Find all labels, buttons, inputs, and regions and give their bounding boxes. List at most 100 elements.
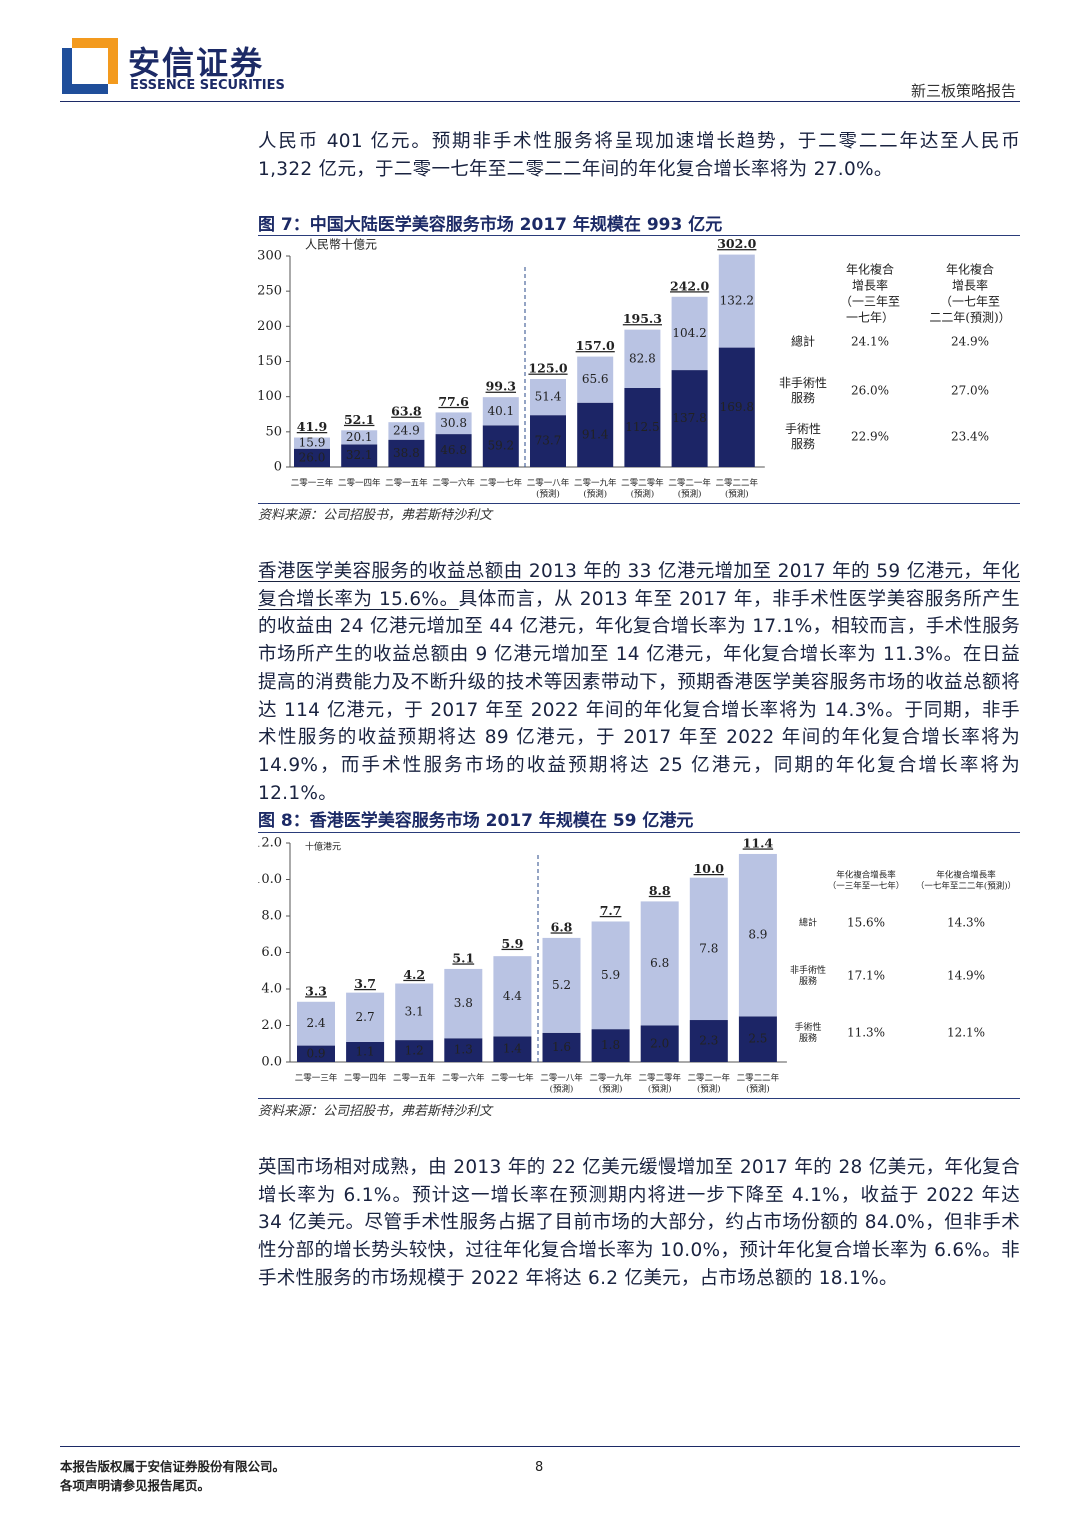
bar-segment	[640, 1025, 679, 1062]
table-header: 年化複合	[846, 262, 894, 277]
table-header: 年化複合	[946, 262, 994, 277]
bar-segment	[435, 412, 472, 435]
y-tick-label: 0.0	[261, 1055, 282, 1070]
total-label: 4.2	[403, 967, 425, 982]
table-cell: 15.6%	[847, 916, 885, 930]
table-cell: 24.9%	[951, 335, 989, 349]
table-cell: 17.1%	[847, 969, 885, 983]
figure-rule	[258, 503, 1020, 504]
report-type: 新三板策略报告	[910, 82, 1016, 100]
bar-segment	[671, 370, 708, 467]
table-header: 增長率	[952, 278, 988, 293]
bar-segment	[482, 425, 519, 467]
value-label: 30.8	[440, 416, 467, 430]
bar-segment	[671, 296, 708, 371]
logo-en: ESSENCE SECURITIES	[130, 78, 285, 93]
value-label: 2.7	[356, 1010, 375, 1024]
bar-segment	[530, 415, 566, 467]
value-label: 24.9	[393, 423, 420, 437]
y-tick-label: 200	[258, 319, 282, 334]
total-label: 11.4	[743, 835, 774, 850]
x-tick-label: 二零一九年	[574, 478, 617, 489]
bar-segment	[624, 329, 661, 388]
unit-label: 人民幣十億元	[305, 238, 377, 252]
bar-segment	[346, 992, 385, 1042]
value-label: 1.6	[552, 1040, 571, 1054]
bar-segment	[388, 439, 425, 467]
figure-title: 图 8：香港医学美容服务市场 2017 年规模在 59 亿港元	[258, 811, 694, 831]
value-label: 15.9	[299, 436, 326, 450]
value-label: 91.4	[582, 427, 609, 441]
total-label: 5.9	[502, 936, 524, 951]
total-label: 3.7	[354, 976, 376, 991]
total-label: 302.0	[717, 236, 756, 251]
value-label: 1.1	[356, 1044, 375, 1058]
value-label: 38.8	[393, 446, 420, 460]
figure-rule	[258, 1098, 1020, 1099]
table-cell: 26.0%	[851, 384, 889, 398]
x-tick-note: (預測)	[550, 1084, 574, 1095]
table-row-label: 服務	[799, 1032, 817, 1044]
value-label: 4.4	[503, 989, 522, 1003]
x-tick-label: 二零一八年	[527, 478, 570, 489]
y-tick-label: 10.0	[258, 872, 282, 887]
x-tick-label: 二零二二年	[737, 1073, 780, 1084]
x-tick-label: 二零一六年	[432, 478, 475, 489]
value-label: 2.4	[306, 1016, 325, 1030]
table-header: （一七年至二二年(預測)）	[916, 881, 1016, 892]
bar-segment	[297, 1001, 335, 1046]
value-label: 59.2	[487, 439, 514, 453]
table-cell: 27.0%	[951, 384, 989, 398]
bar-segment	[542, 1032, 581, 1062]
bar-segment	[738, 1016, 777, 1062]
copyright: 本报告版权属于安信证券股份有限公司。	[60, 1459, 286, 1474]
value-label: 65.6	[582, 372, 609, 386]
table-header: 增長率	[852, 278, 888, 293]
value-label: 132.2	[720, 294, 754, 308]
bar-segment	[689, 877, 728, 1021]
bar-segment	[444, 1038, 483, 1062]
bar-segment	[738, 853, 777, 1017]
table-header: 一七年）	[846, 311, 894, 325]
total-label: 99.3	[486, 379, 516, 394]
bar-segment	[395, 1040, 434, 1062]
y-tick-label: 250	[258, 284, 282, 299]
total-label: 5.1	[452, 950, 474, 965]
bar-segment	[346, 1041, 385, 1062]
total-label: 242.0	[670, 278, 709, 293]
table-cell: 12.1%	[947, 1026, 985, 1040]
x-tick-label: 二零一六年	[442, 1073, 485, 1084]
bar-segment	[624, 387, 661, 467]
value-label: 51.4	[535, 390, 562, 404]
x-tick-label: 二零一四年	[338, 478, 381, 489]
page-number: 8	[535, 1460, 544, 1475]
value-label: 46.8	[440, 443, 467, 457]
table-row-label: 總計	[791, 334, 815, 349]
table-row-label: 手術性	[785, 422, 821, 436]
logo-cn: 安信证券	[128, 44, 265, 82]
y-tick-label: 0	[274, 460, 282, 475]
x-tick-label: 二零二二年	[716, 478, 759, 489]
value-label: 3.8	[454, 996, 473, 1010]
table-row-label: 總計	[799, 917, 817, 929]
total-label: 63.8	[391, 404, 422, 419]
x-tick-note: (預測)	[746, 1084, 770, 1095]
table-cell: 14.9%	[947, 969, 985, 983]
total-label: 10.0	[694, 861, 725, 876]
x-tick-label: 二零一五年	[385, 478, 428, 489]
value-label: 169.8	[720, 400, 754, 414]
value-label: 137.8	[672, 411, 706, 425]
value-label: 1.8	[601, 1038, 620, 1052]
value-label: 8.9	[748, 928, 767, 942]
x-tick-note: (預測)	[697, 1084, 721, 1095]
x-tick-note: (預測)	[678, 489, 702, 500]
x-tick-label: 二零一九年	[589, 1073, 632, 1084]
value-label: 7.8	[699, 941, 718, 955]
value-label: 1.4	[503, 1042, 522, 1056]
x-tick-label: 二零二一年	[668, 478, 711, 489]
y-tick-label: 300	[258, 249, 282, 264]
x-tick-label: 二零一八年	[540, 1073, 583, 1084]
x-tick-label: 二零二零年	[621, 478, 664, 489]
total-label: 195.3	[623, 311, 662, 326]
figure-title: 图 7：中国大陆医学美容服务市场 2017 年规模在 993 亿元	[258, 215, 723, 235]
